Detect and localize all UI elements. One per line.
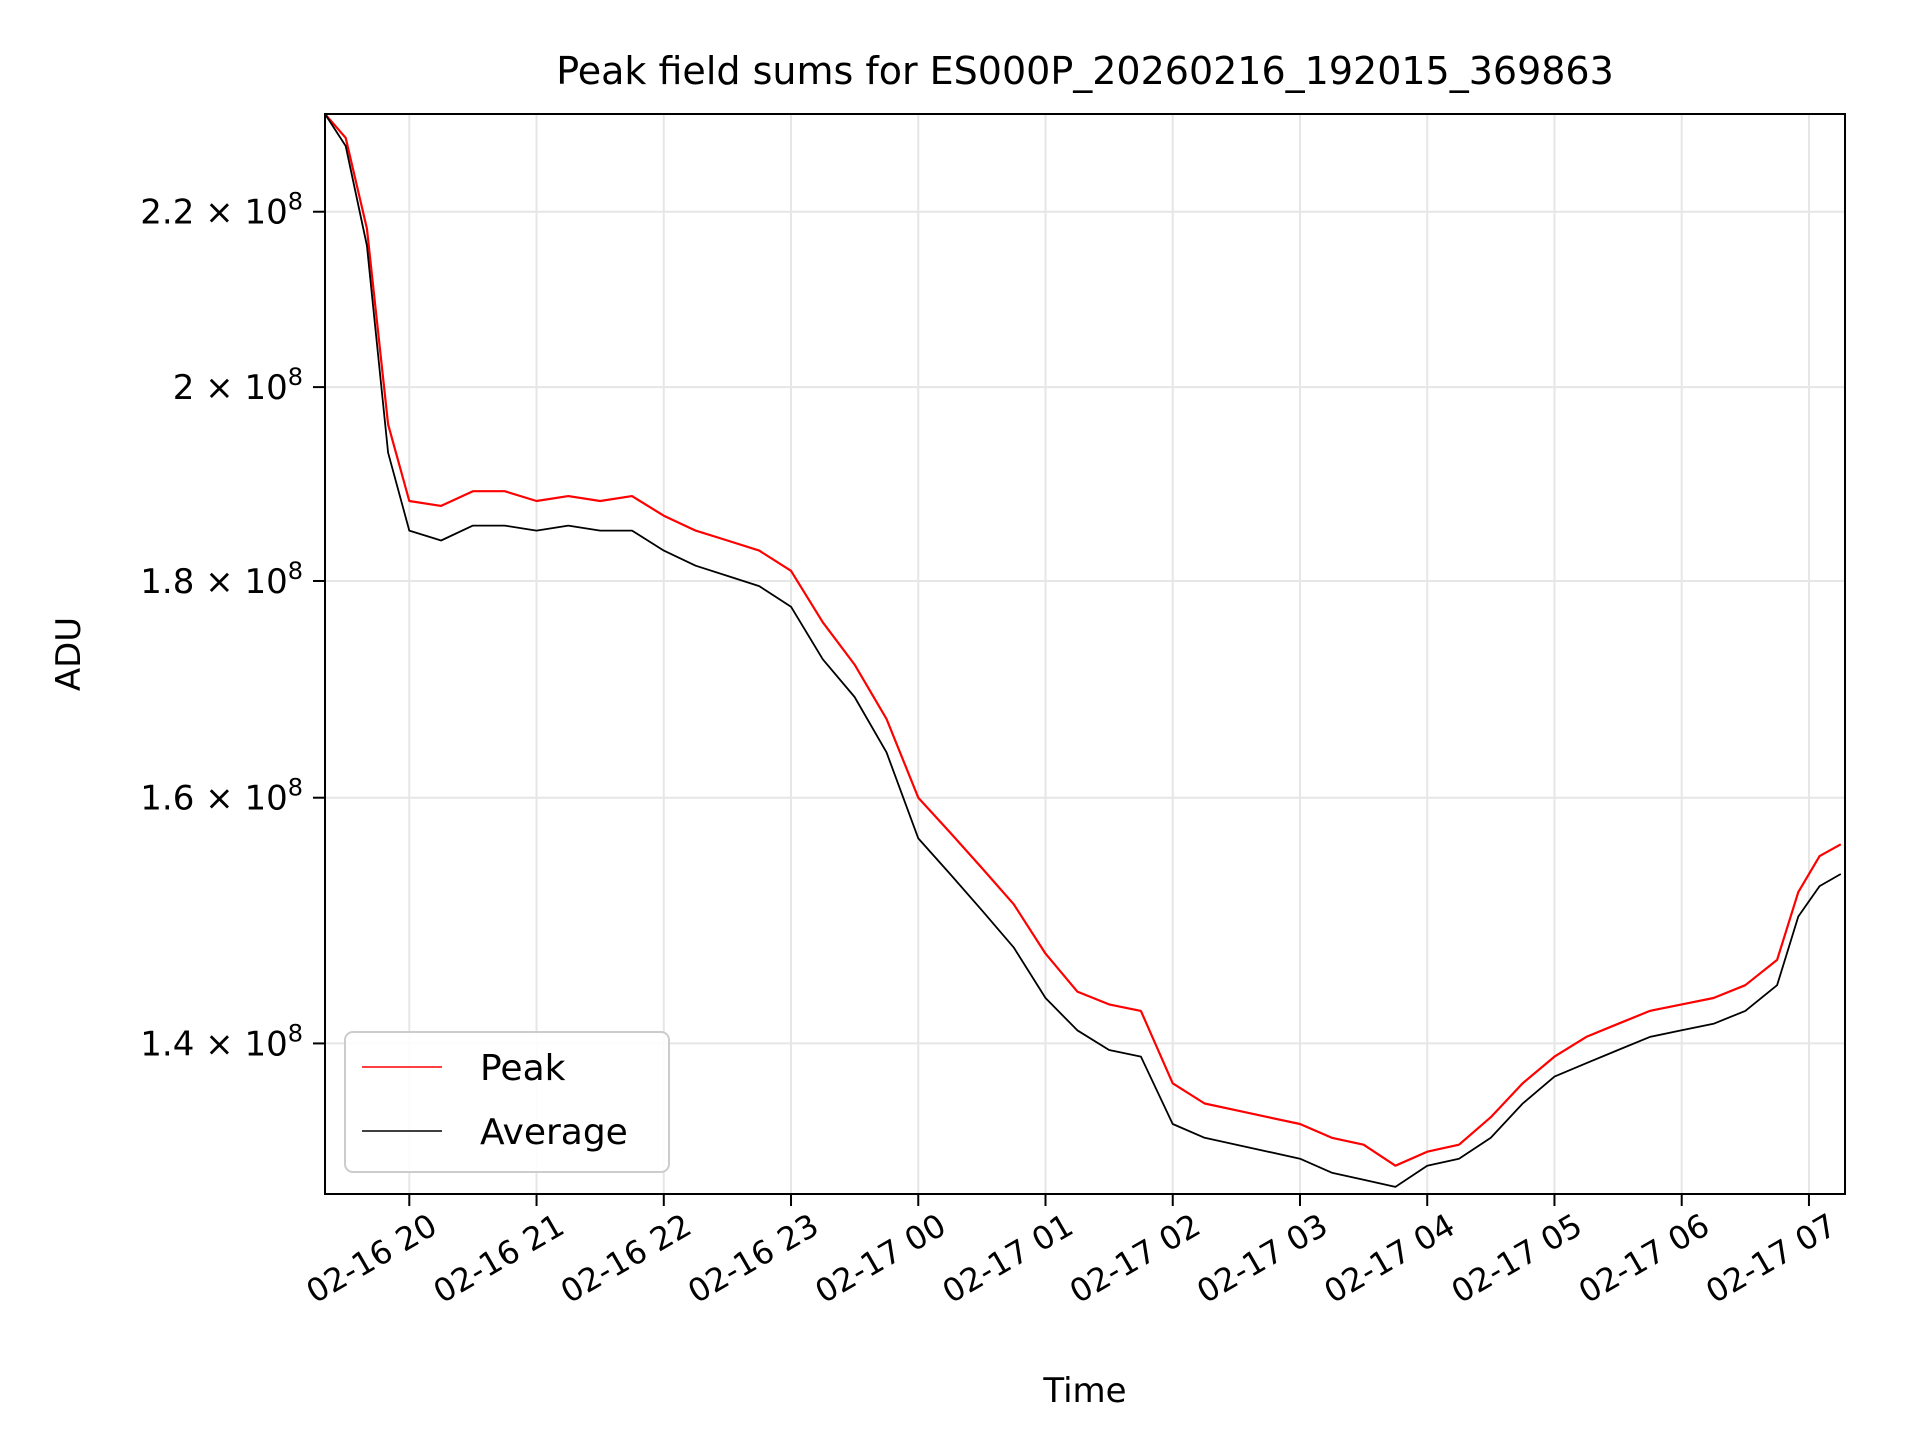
y-tick-label: 1.8 × 108: [140, 557, 303, 602]
legend: Peak Average: [344, 1031, 670, 1173]
y-tick-label: 1.6 × 108: [140, 774, 303, 819]
plot-frame: [324, 113, 1846, 1195]
y-axis: 1.4 × 108 1.6 × 108 1.8 × 108 2 × 108 2.2 × …: [140, 188, 325, 1064]
y-tick-label: 2.2 × 108: [140, 188, 303, 233]
peak-series-layer: [324, 113, 1842, 1167]
grid-layer: [325, 114, 1845, 1194]
y-axis-label: ADU: [49, 617, 89, 691]
average-series-layer: [324, 113, 1842, 1188]
series-line-peak: [324, 113, 1842, 1167]
y-tick-label: 1.4 × 108: [140, 1019, 303, 1064]
series-line-average: [324, 113, 1842, 1188]
x-axis-label: Time: [1042, 1371, 1126, 1411]
y-tick-label: 2 × 108: [173, 363, 303, 408]
legend-label-peak: Peak: [480, 1048, 566, 1089]
chart-title: Peak field sums for ES000P_20260216_1920…: [556, 49, 1614, 93]
legend-label-average: Average: [480, 1112, 628, 1153]
